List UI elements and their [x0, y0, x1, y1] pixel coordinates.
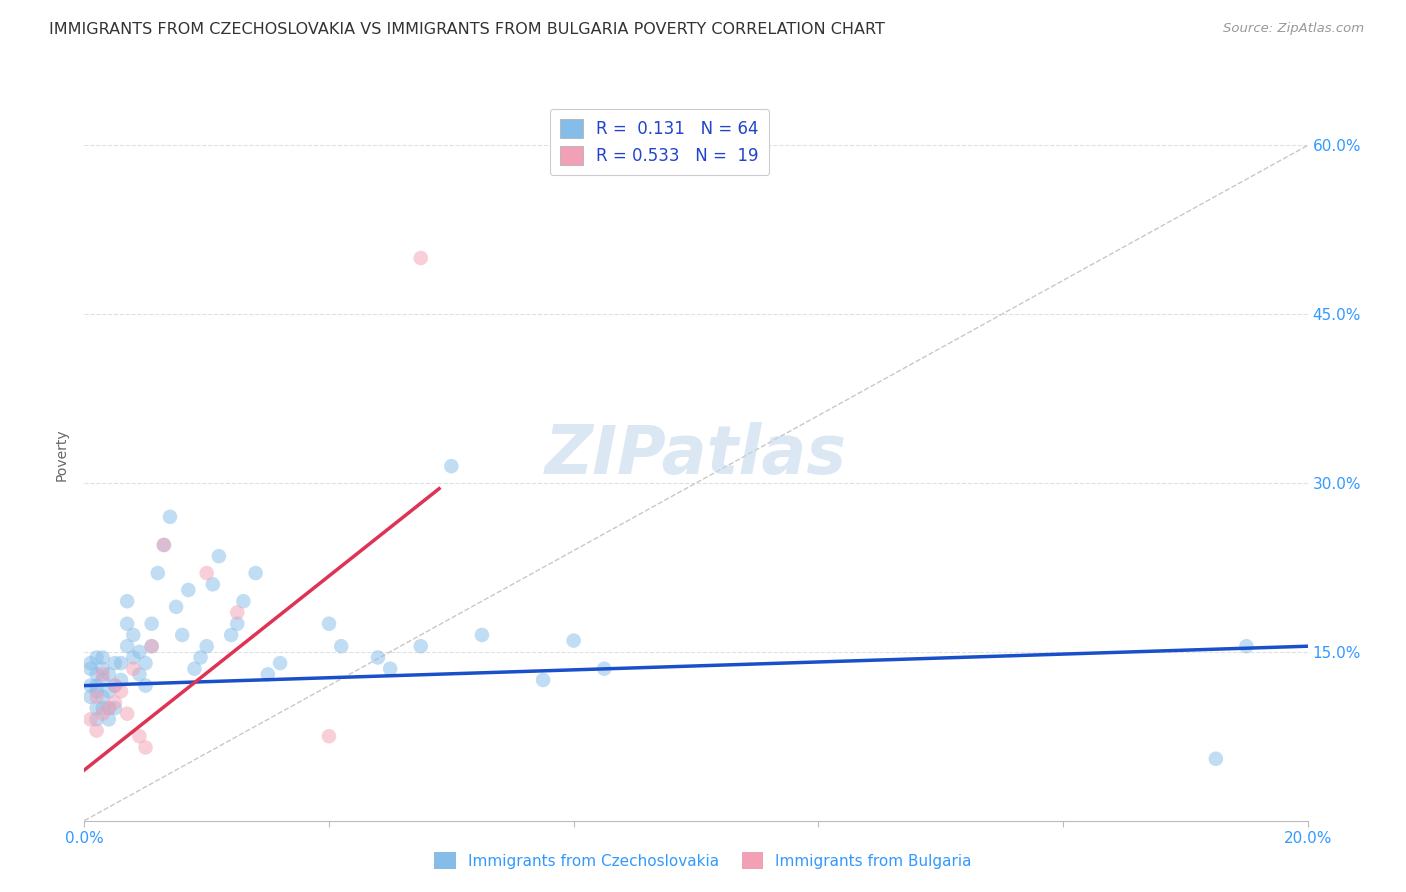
Point — [409, 639, 432, 653]
Point — [226, 616, 249, 631]
Point — [104, 696, 127, 710]
Point — [1236, 639, 1258, 653]
Point — [104, 679, 127, 693]
Point — [440, 459, 463, 474]
Point — [91, 662, 114, 676]
Point — [135, 740, 157, 755]
Point — [122, 628, 145, 642]
Point — [115, 706, 138, 721]
Point — [97, 667, 120, 681]
Text: ZIPatlas: ZIPatlas — [546, 422, 846, 488]
Point — [86, 701, 108, 715]
Point — [330, 639, 353, 653]
Y-axis label: Poverty: Poverty — [55, 429, 69, 481]
Point — [91, 650, 114, 665]
Point — [562, 633, 585, 648]
Point — [380, 662, 402, 676]
Point — [153, 538, 176, 552]
Point — [159, 509, 181, 524]
Point — [86, 723, 108, 738]
Point — [135, 656, 157, 670]
Point — [208, 549, 231, 564]
Point — [91, 690, 114, 704]
Point — [141, 639, 163, 653]
Point — [115, 639, 138, 653]
Point — [110, 684, 132, 698]
Point — [183, 662, 205, 676]
Point — [110, 673, 132, 687]
Point — [86, 679, 108, 693]
Legend: R =  0.131   N = 64, R = 0.533   N =  19: R = 0.131 N = 64, R = 0.533 N = 19 — [550, 109, 769, 176]
Point — [91, 673, 114, 687]
Point — [79, 690, 101, 704]
Point — [110, 656, 132, 670]
Point — [141, 616, 163, 631]
Point — [245, 566, 267, 580]
Point — [1205, 752, 1227, 766]
Point — [531, 673, 554, 687]
Point — [91, 667, 114, 681]
Point — [86, 690, 108, 704]
Point — [91, 706, 114, 721]
Point — [318, 616, 340, 631]
Point — [409, 251, 432, 265]
Point — [153, 538, 176, 552]
Point — [97, 701, 120, 715]
Point — [115, 594, 138, 608]
Point — [195, 566, 218, 580]
Point — [86, 667, 108, 681]
Point — [146, 566, 169, 580]
Point — [97, 712, 120, 726]
Point — [97, 684, 120, 698]
Point — [195, 639, 218, 653]
Point — [115, 616, 138, 631]
Point — [128, 729, 150, 743]
Point — [86, 650, 108, 665]
Point — [79, 656, 101, 670]
Point — [79, 712, 101, 726]
Point — [232, 594, 254, 608]
Point — [104, 701, 127, 715]
Point — [91, 701, 114, 715]
Point — [269, 656, 291, 670]
Point — [86, 684, 108, 698]
Legend: Immigrants from Czechoslovakia, Immigrants from Bulgaria: Immigrants from Czechoslovakia, Immigran… — [427, 846, 979, 875]
Point — [165, 599, 187, 614]
Point — [257, 667, 280, 681]
Point — [141, 639, 163, 653]
Point — [86, 712, 108, 726]
Point — [172, 628, 194, 642]
Point — [122, 650, 145, 665]
Point — [177, 582, 200, 597]
Point — [97, 701, 120, 715]
Point — [128, 645, 150, 659]
Point — [190, 650, 212, 665]
Point — [104, 656, 127, 670]
Point — [79, 662, 101, 676]
Point — [79, 679, 101, 693]
Point — [104, 679, 127, 693]
Point — [226, 606, 249, 620]
Point — [219, 628, 242, 642]
Text: Source: ZipAtlas.com: Source: ZipAtlas.com — [1223, 22, 1364, 36]
Point — [122, 662, 145, 676]
Point — [201, 577, 224, 591]
Point — [367, 650, 389, 665]
Point — [135, 679, 157, 693]
Text: IMMIGRANTS FROM CZECHOSLOVAKIA VS IMMIGRANTS FROM BULGARIA POVERTY CORRELATION C: IMMIGRANTS FROM CZECHOSLOVAKIA VS IMMIGR… — [49, 22, 886, 37]
Point — [128, 667, 150, 681]
Point — [318, 729, 340, 743]
Point — [471, 628, 494, 642]
Point — [593, 662, 616, 676]
